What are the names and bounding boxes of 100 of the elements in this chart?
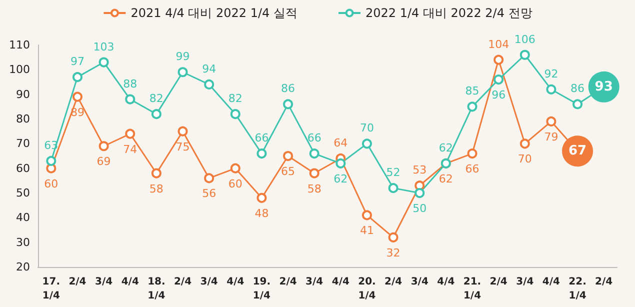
y-tick-label: 100 <box>9 63 30 76</box>
x-tick-label: 3/4 <box>200 276 218 288</box>
point <box>230 109 240 120</box>
data-label: 92 <box>544 67 558 80</box>
y-tick-label: 80 <box>16 112 30 126</box>
x-tick-label: 21. 1/4 <box>463 276 482 302</box>
data-label: 94 <box>202 62 216 76</box>
data-label: 79 <box>544 130 558 144</box>
data-label: 62 <box>438 172 453 186</box>
y-tick-label: 40 <box>16 211 30 224</box>
data-label: 88 <box>123 77 138 90</box>
point <box>572 99 583 110</box>
data-label: 82 <box>228 92 242 106</box>
x-tick-label: 2/4 <box>490 276 508 288</box>
x-tick-label: 3/4 <box>410 276 428 288</box>
point <box>546 116 556 126</box>
data-label: 75 <box>176 140 190 154</box>
point <box>98 57 109 68</box>
point <box>151 109 162 120</box>
x-tick-label: 4/4 <box>437 276 455 288</box>
data-label: 85 <box>465 84 480 98</box>
data-label: 60 <box>228 177 242 190</box>
legend-label: 2022 1/4 대비 2022 2/4 전망 <box>366 6 532 20</box>
data-label: 104 <box>488 38 510 51</box>
data-label: 70 <box>518 152 532 166</box>
x-tick-label: 4/4 <box>121 276 139 288</box>
data-label: 103 <box>93 40 114 54</box>
point <box>309 148 320 159</box>
point <box>151 168 162 178</box>
x-tick-label: 2/4 <box>68 276 86 288</box>
x-tick-label: 3/4 <box>516 276 534 288</box>
x-tick-label: 20. 1/4 <box>358 276 376 302</box>
point <box>467 102 478 112</box>
x-tick-label: 4/4 <box>226 276 244 288</box>
point <box>494 54 504 65</box>
x-tick-label: 17. 1/4 <box>42 276 60 302</box>
data-label: 64 <box>334 136 348 150</box>
point <box>388 232 398 242</box>
point <box>309 168 320 178</box>
point <box>520 138 530 149</box>
y-tick-label: 70 <box>16 137 30 150</box>
x-tick-label: 2/4 <box>279 276 297 288</box>
point <box>283 151 294 161</box>
data-label: 96 <box>492 88 506 102</box>
point <box>414 188 425 198</box>
data-label: 53 <box>412 164 427 177</box>
data-label: 58 <box>149 182 164 196</box>
data-label: 32 <box>386 246 400 260</box>
point <box>546 84 556 94</box>
point <box>414 180 425 191</box>
point <box>362 210 372 220</box>
point <box>256 148 267 159</box>
data-label: 48 <box>254 206 269 220</box>
data-label: 60 <box>44 177 58 190</box>
point <box>256 192 267 203</box>
data-label: 86 <box>570 82 585 96</box>
point <box>72 72 82 82</box>
point <box>230 163 240 174</box>
point <box>125 128 136 139</box>
x-tick-label: 4/4 <box>542 276 560 288</box>
data-label: 97 <box>70 55 84 68</box>
data-label: 74 <box>123 142 138 156</box>
data-label: 41 <box>360 224 374 238</box>
x-tick-label: 3/4 <box>95 276 113 288</box>
x-tick-label: 18. 1/4 <box>148 276 166 302</box>
data-label: 106 <box>514 32 536 46</box>
point <box>178 126 188 136</box>
data-label: 69 <box>96 155 111 168</box>
legend-label: 2021 4/4 대비 2022 1/4 실적 <box>130 6 298 20</box>
point <box>467 148 478 159</box>
x-tick-label: 19. 1/4 <box>252 276 271 302</box>
data-label: 62 <box>334 172 348 186</box>
data-label: 99 <box>176 50 190 64</box>
data-label: 86 <box>281 82 296 96</box>
point <box>520 50 530 60</box>
data-label: 65 <box>281 165 296 178</box>
data-label: 66 <box>465 162 480 176</box>
x-tick-label: 2/4 <box>595 276 613 288</box>
y-tick-label: 20 <box>16 260 30 274</box>
data-label: 66 <box>254 132 269 145</box>
point <box>283 99 294 110</box>
data-label: 58 <box>307 182 322 196</box>
y-tick-label: 50 <box>16 186 30 200</box>
data-label: 52 <box>386 166 400 180</box>
point <box>46 156 56 166</box>
x-tick-label: 4/4 <box>332 276 350 288</box>
point <box>336 158 346 168</box>
point <box>362 138 372 149</box>
x-tick-label: 2/4 <box>384 276 402 288</box>
point <box>204 79 214 90</box>
point <box>494 74 504 85</box>
point <box>72 92 82 102</box>
y-tick-label: 110 <box>9 38 30 52</box>
point <box>388 183 398 194</box>
data-label: 67 <box>568 144 587 159</box>
point <box>178 67 188 78</box>
x-tick-label: 3/4 <box>306 276 324 288</box>
data-label: 66 <box>307 132 322 145</box>
data-label: 93 <box>594 79 613 94</box>
y-tick-label: 30 <box>16 236 30 249</box>
